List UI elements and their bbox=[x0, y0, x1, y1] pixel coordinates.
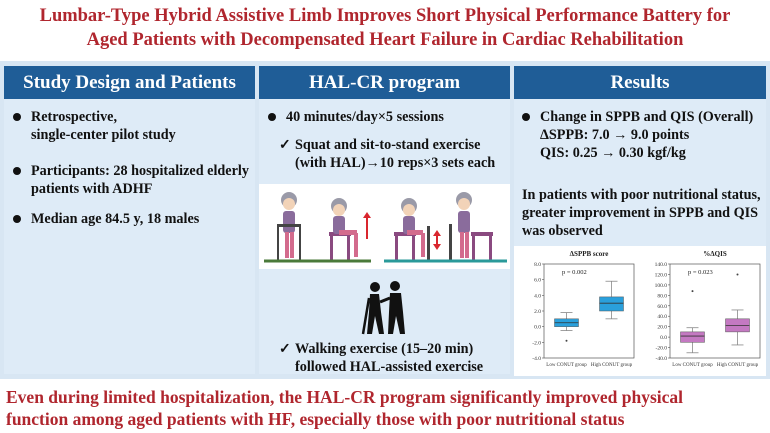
y-tick-label: 6.0 bbox=[534, 278, 541, 284]
overall-line-3: QIS: 0.25 → 0.30 kgf/kg bbox=[540, 145, 686, 161]
outlier-point bbox=[736, 273, 739, 276]
design-bullet: Retrospective, single-center pilot study bbox=[13, 108, 176, 144]
sitting-figure-2-icon bbox=[394, 198, 430, 260]
results-charts: ΔSPPB score 8.0 6.0 4.0 2.0 0.0 -2.0 -4.0 p = 0.… bbox=[514, 246, 766, 376]
age-line: Median age 84.5 y, 18 males bbox=[31, 211, 200, 227]
standing-figure-icon bbox=[277, 192, 301, 260]
y-tick-label: 120.0 bbox=[655, 272, 668, 278]
y-tick-label: -20.0 bbox=[656, 346, 668, 352]
chart-title: ΔSPPB score bbox=[570, 250, 609, 258]
y-tick-label: 60.0 bbox=[657, 304, 667, 310]
title-line-1: Lumbar-Type Hybrid Assistive Limb Improv… bbox=[39, 6, 731, 26]
walking-check-item: ✓ Walking exercise (15–20 min) followed … bbox=[279, 340, 484, 376]
conclusion-line-1: Even during limited hospitalization, the… bbox=[6, 387, 684, 407]
hal-cr-panel: HAL-CR program 40 minutes/day×5 sessions… bbox=[259, 66, 510, 376]
nutrition-line-2: greater improvement in SPPB and QIS bbox=[522, 205, 759, 221]
nutrition-finding: In patients with poor nutritional status… bbox=[522, 186, 761, 240]
poster-title: Lumbar-Type Hybrid Assistive Limb Improv… bbox=[0, 4, 770, 52]
y-tick-label: 100.0 bbox=[655, 283, 668, 289]
walking-assist-icon bbox=[361, 281, 405, 335]
y-tick-label: -2.0 bbox=[532, 340, 541, 346]
nutrition-line-3: was observed bbox=[522, 223, 603, 239]
y-tick-label: 20.0 bbox=[657, 325, 667, 331]
check-icon: ✓ bbox=[279, 137, 291, 153]
study-design-panel: Study Design and Patients Retrospective,… bbox=[4, 66, 255, 374]
y-tick-label: 0.0 bbox=[534, 325, 541, 331]
y-tick-label: -4.0 bbox=[532, 356, 541, 362]
plot-frame bbox=[669, 263, 761, 359]
design-line-2: single-center pilot study bbox=[31, 127, 176, 143]
conclusion: Even during limited hospitalization, the… bbox=[6, 386, 683, 430]
y-tick-label: 80.0 bbox=[657, 293, 667, 299]
y-tick-label: 0.0 bbox=[660, 335, 667, 341]
squat-check-item: ✓ Squat and sit-to-stand exercise (with … bbox=[279, 136, 496, 172]
y-tick-label: 40.0 bbox=[657, 314, 667, 320]
box bbox=[680, 331, 705, 343]
standing-figure-2-icon bbox=[449, 192, 493, 260]
overall-change-bullet: Change in SPPB and QIS (Overall) ΔSPPB: … bbox=[521, 108, 754, 162]
participants-line-2: patients with ADHF bbox=[31, 181, 153, 197]
category-label: Low CONUT group bbox=[672, 363, 713, 368]
age-bullet: Median age 84.5 y, 18 males bbox=[12, 210, 200, 228]
sit-to-stand-illustration bbox=[259, 184, 510, 269]
y-tick-label: -40.0 bbox=[656, 356, 668, 362]
y-tick-label: 4.0 bbox=[534, 293, 541, 299]
outlier-point bbox=[691, 290, 694, 293]
box bbox=[599, 296, 624, 312]
p-value-annotation: p = 0.023 bbox=[688, 269, 713, 276]
results-header: Results bbox=[514, 66, 766, 99]
category-label: High CONUT group bbox=[591, 363, 633, 368]
overall-line-1: Change in SPPB and QIS (Overall) bbox=[540, 109, 754, 125]
squat-line-1: Squat and sit-to-stand exercise bbox=[295, 137, 481, 153]
chart-title: %ΔQIS bbox=[703, 250, 727, 258]
category-label: Low CONUT group bbox=[546, 363, 587, 368]
y-tick-label: 2.0 bbox=[534, 309, 541, 315]
walking-line-2: followed HAL-assisted exercise bbox=[295, 359, 484, 375]
walking-line-1: Walking exercise (15–20 min) bbox=[295, 341, 474, 357]
delta-qis-chart: %ΔQIS 140.0 120.0 100.0 80.0 60.0 40.0 20.0 0.0 -… bbox=[655, 250, 761, 368]
delta-sppb-chart: ΔSPPB score 8.0 6.0 4.0 2.0 0.0 -2.0 -4.0 p = 0.… bbox=[532, 250, 635, 368]
design-line-1: Retrospective, bbox=[31, 109, 118, 125]
y-tick-label: 140.0 bbox=[655, 262, 668, 268]
title-line-2: Aged Patients with Decompensated Heart F… bbox=[86, 30, 684, 50]
nutrition-line-1: In patients with poor nutritional status… bbox=[522, 187, 761, 203]
conclusion-line-2: function among aged patients with HF, es… bbox=[6, 409, 625, 429]
check-icon: ✓ bbox=[279, 341, 291, 357]
sitting-figure-icon bbox=[329, 198, 358, 260]
category-label: High CONUT group bbox=[717, 363, 759, 368]
sessions-bullet: 40 minutes/day×5 sessions bbox=[268, 108, 444, 126]
outlier-point bbox=[565, 339, 568, 342]
p-value-annotation: p = 0.002 bbox=[562, 269, 587, 276]
study-design-header: Study Design and Patients bbox=[4, 66, 255, 99]
hal-cr-header: HAL-CR program bbox=[259, 66, 510, 99]
participants-line-1: Participants: 28 hospitalized elderly bbox=[31, 163, 249, 179]
participants-bullet: Participants: 28 hospitalized elderly pa… bbox=[13, 162, 249, 198]
squat-line-2: (with HAL)→10 reps×3 sets each bbox=[295, 155, 496, 171]
sessions-line: 40 minutes/day×5 sessions bbox=[286, 109, 444, 125]
y-tick-label: 8.0 bbox=[534, 262, 541, 268]
overall-line-2: ΔSPPB: 7.0 → 9.0 points bbox=[540, 127, 690, 143]
